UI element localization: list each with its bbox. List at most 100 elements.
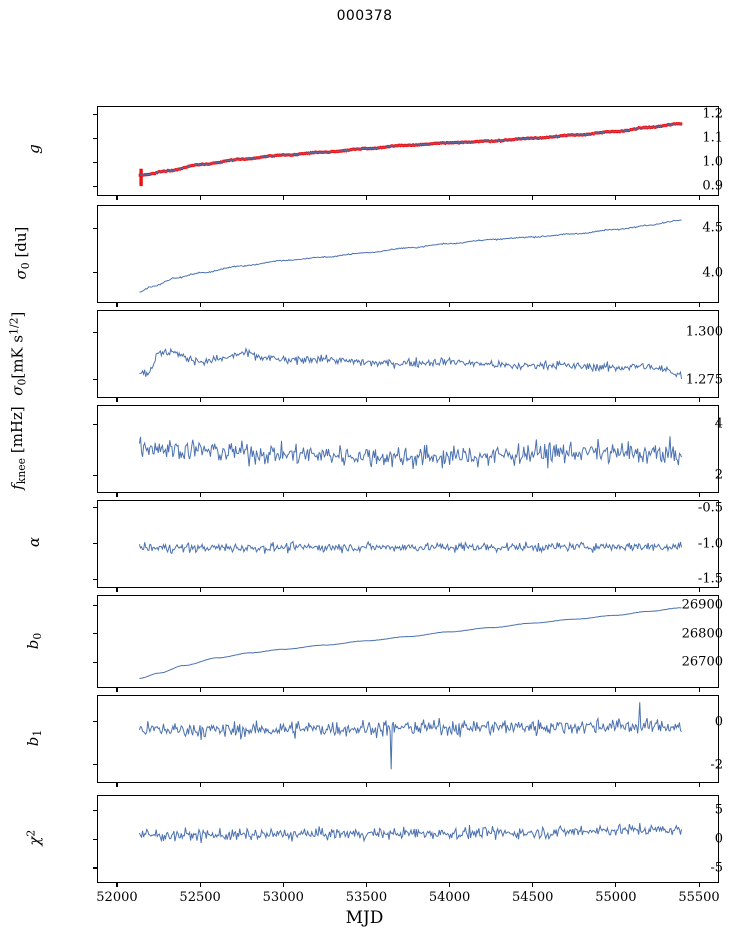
y-tick-mark <box>93 809 97 811</box>
y-tick-mark <box>93 721 97 723</box>
y-tick-mark <box>93 423 97 425</box>
x-tick-mark <box>365 398 368 402</box>
y-tick-mark <box>93 867 97 869</box>
x-tick-mark <box>449 688 451 692</box>
data-line-chi2 <box>139 823 681 843</box>
x-tick-mark <box>199 883 201 887</box>
figure-title: 000378 <box>336 8 393 24</box>
y-axis-label-alpha: α <box>25 536 43 548</box>
x-tick-label-0: 52000 <box>96 890 138 905</box>
x-tick-mark <box>116 883 118 887</box>
x-tick-mark <box>615 688 617 692</box>
plot-panel-gain <box>97 106 719 196</box>
y-tick-label-sigma0-du-0: 4.0 <box>702 265 723 281</box>
x-tick-mark <box>698 398 700 402</box>
x-tick-mark <box>365 303 368 307</box>
x-tick-mark <box>365 883 368 887</box>
data-line-b1 <box>139 702 681 769</box>
y-tick-mark <box>93 379 97 381</box>
y-tick-mark <box>93 838 97 840</box>
x-tick-mark <box>532 196 534 200</box>
x-tick-mark <box>282 303 284 307</box>
x-tick-mark <box>698 783 700 787</box>
x-tick-mark <box>449 303 451 307</box>
x-tick-mark <box>532 303 534 307</box>
x-tick-mark <box>615 883 617 887</box>
x-tick-mark <box>615 588 617 592</box>
data-line-b0 <box>139 608 681 679</box>
x-tick-mark <box>532 588 534 592</box>
y-tick-label-sigma0-mk-0: 1.275 <box>685 372 723 388</box>
x-tick-mark <box>116 303 118 307</box>
x-tick-mark <box>698 588 700 592</box>
x-tick-mark <box>449 883 451 887</box>
y-tick-mark <box>93 604 97 606</box>
x-tick-mark <box>365 688 368 692</box>
data-line-sigma0-mk <box>139 349 681 379</box>
y-tick-mark <box>93 227 97 229</box>
x-tick-mark <box>615 398 617 402</box>
x-tick-label-5: 54500 <box>512 890 554 905</box>
x-tick-label-4: 54000 <box>428 890 471 905</box>
plot-panel-f-knee <box>97 405 719 493</box>
y-tick-label-chi2-1: 0 <box>714 831 723 847</box>
y-tick-label-b0-0: 26700 <box>681 654 723 670</box>
plot-panel-b0 <box>97 595 719 688</box>
x-tick-label-2: 53000 <box>262 890 304 905</box>
y-tick-label-f-knee-1: 4 <box>714 416 723 432</box>
y-tick-mark <box>93 185 97 187</box>
data-line-f-knee <box>139 436 681 469</box>
y-tick-mark <box>93 633 97 635</box>
x-tick-mark <box>698 196 700 200</box>
data-line-sigma0-du <box>139 220 681 292</box>
x-tick-mark <box>116 588 118 592</box>
x-tick-mark <box>449 783 451 787</box>
x-tick-mark <box>698 883 700 887</box>
y-tick-label-gain-2: 1.1 <box>702 130 723 146</box>
x-tick-mark <box>282 783 284 787</box>
y-tick-label-alpha-1: -1.0 <box>697 536 723 552</box>
x-tick-mark <box>698 303 700 307</box>
y-tick-mark <box>93 474 97 476</box>
y-tick-label-gain-0: 0.9 <box>702 178 723 194</box>
y-tick-label-chi2-0: -5 <box>710 860 723 876</box>
x-tick-mark <box>615 783 617 787</box>
plot-panel-chi2 <box>97 795 719 883</box>
x-tick-mark <box>282 588 284 592</box>
x-tick-mark <box>282 883 284 887</box>
x-tick-mark <box>365 588 368 592</box>
x-tick-mark <box>199 493 201 497</box>
x-tick-mark <box>532 398 534 402</box>
x-tick-label-6: 55000 <box>595 890 637 905</box>
y-tick-label-sigma0-mk-1: 1.300 <box>685 324 723 340</box>
x-tick-mark <box>615 493 617 497</box>
x-tick-mark <box>532 883 534 887</box>
y-axis-label-chi2: χ2 <box>24 829 44 846</box>
x-tick-mark <box>449 196 451 200</box>
x-tick-mark <box>449 588 451 592</box>
x-tick-mark <box>199 196 201 200</box>
x-tick-mark <box>698 688 700 692</box>
x-tick-mark <box>532 783 534 787</box>
y-tick-mark <box>93 507 97 509</box>
y-tick-label-alpha-2: -0.5 <box>697 500 723 516</box>
x-tick-mark <box>365 493 368 497</box>
x-tick-mark <box>199 398 201 402</box>
y-axis-label-b0: b0 <box>23 632 45 649</box>
plot-panel-sigma0-mk <box>97 310 719 398</box>
y-tick-mark <box>93 543 97 545</box>
x-tick-mark <box>282 493 284 497</box>
plot-panel-sigma0-du <box>97 205 719 303</box>
x-tick-label-1: 52500 <box>179 890 221 905</box>
x-tick-mark <box>199 303 201 307</box>
plot-panel-b1 <box>97 695 719 783</box>
y-tick-mark <box>93 137 97 139</box>
y-tick-label-sigma0-du-1: 4.5 <box>702 220 723 236</box>
x-axis-label: MJD <box>345 908 384 928</box>
x-tick-mark <box>199 588 201 592</box>
y-axis-label-f-knee: fknee [mHz] <box>7 406 29 490</box>
y-tick-label-gain-1: 1.0 <box>702 154 723 170</box>
y-tick-label-b1-1: 0 <box>714 714 723 730</box>
y-axis-label-sigma0-mk: σ0[mK s1/2] <box>7 311 29 396</box>
